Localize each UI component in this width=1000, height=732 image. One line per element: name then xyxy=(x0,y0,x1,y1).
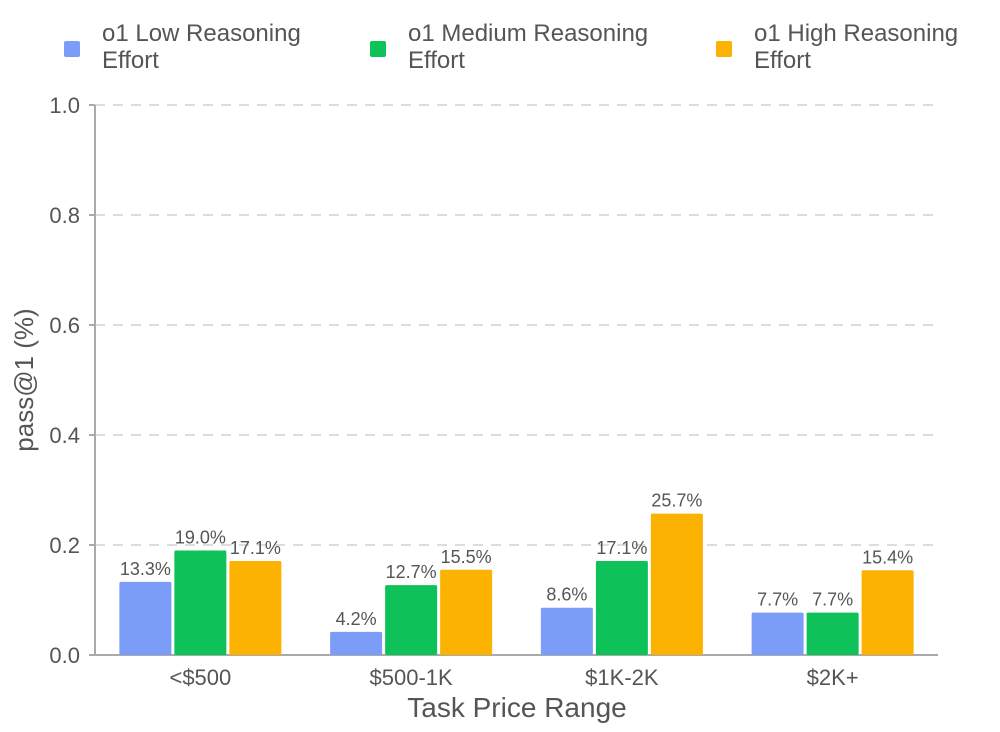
legend-label-high: o1 High Reasoning Effort xyxy=(754,20,959,74)
bar[interactable] xyxy=(330,631,383,655)
legend-swatch-high xyxy=(716,41,732,57)
bar[interactable] xyxy=(229,560,282,655)
data-label: 19.0% xyxy=(175,528,226,548)
legend-swatch-low xyxy=(64,41,80,57)
data-label: 15.4% xyxy=(862,547,913,567)
bar[interactable] xyxy=(540,607,593,655)
bar[interactable] xyxy=(385,585,438,655)
data-label: 15.5% xyxy=(441,547,492,567)
x-tick-label: <$500 xyxy=(169,665,231,690)
x-axis-title: Task Price Range xyxy=(407,692,626,723)
bar[interactable] xyxy=(119,581,172,655)
x-tick-label: $500-1K xyxy=(370,665,454,690)
bar[interactable] xyxy=(861,570,914,655)
bar[interactable] xyxy=(751,612,804,655)
bar[interactable] xyxy=(806,612,859,655)
x-tick-label: $2K+ xyxy=(807,665,859,690)
legend-swatch-medium xyxy=(370,41,386,57)
legend-label-medium: o1 Medium Reasoning Effort xyxy=(408,20,649,74)
data-label: 13.3% xyxy=(120,559,171,579)
y-tick-label: 0.4 xyxy=(49,423,80,448)
data-label: 7.7% xyxy=(757,590,798,610)
data-label: 8.6% xyxy=(546,585,587,605)
data-label: 4.2% xyxy=(336,609,377,629)
data-label: 25.7% xyxy=(651,491,702,511)
bars xyxy=(119,513,914,656)
bar[interactable] xyxy=(650,513,703,655)
data-label: 17.1% xyxy=(230,538,281,558)
legend-item-low[interactable]: o1 Low Reasoning Effort xyxy=(64,20,301,74)
data-label: 17.1% xyxy=(596,538,647,558)
y-tick-label: 0.2 xyxy=(49,533,80,558)
y-tick-label: 0.8 xyxy=(49,203,80,228)
legend-item-medium[interactable]: o1 Medium Reasoning Effort xyxy=(370,20,648,74)
y-tick-label: 1.0 xyxy=(49,93,80,118)
data-label: 12.7% xyxy=(386,562,437,582)
y-tick-label: 0.6 xyxy=(49,313,80,338)
bar[interactable] xyxy=(595,560,648,655)
y-tick-label: 0.0 xyxy=(49,643,80,668)
bar[interactable] xyxy=(174,550,227,656)
data-label: 7.7% xyxy=(812,590,853,610)
data-labels: 13.3%19.0%17.1%4.2%12.7%15.5%8.6%17.1%25… xyxy=(120,491,913,629)
x-tick-label: $1K-2K xyxy=(585,665,659,690)
legend-item-high[interactable]: o1 High Reasoning Effort xyxy=(716,20,958,74)
bar[interactable] xyxy=(440,569,493,655)
legend-label-low: o1 Low Reasoning Effort xyxy=(102,20,301,74)
legend: o1 Low Reasoning Effort o1 Medium Reason… xyxy=(0,20,1000,80)
grid-lines xyxy=(95,104,938,546)
y-axis-title: pass@1 (%) xyxy=(9,308,39,451)
